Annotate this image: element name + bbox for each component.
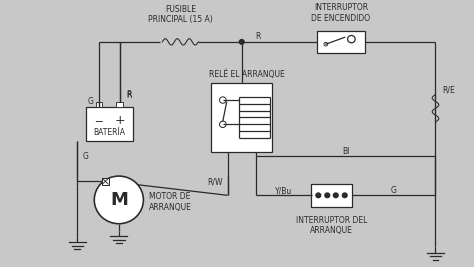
Text: R: R — [126, 91, 131, 100]
Text: M: M — [110, 191, 128, 209]
Circle shape — [94, 176, 144, 224]
Text: Y/Bu: Y/Bu — [275, 186, 292, 195]
Text: G: G — [88, 97, 93, 106]
Text: Bl: Bl — [342, 147, 349, 156]
Circle shape — [333, 193, 338, 198]
FancyBboxPatch shape — [117, 102, 123, 107]
FancyBboxPatch shape — [318, 31, 365, 53]
Text: MOTOR DE
ARRANQUE: MOTOR DE ARRANQUE — [149, 193, 192, 212]
FancyBboxPatch shape — [311, 184, 352, 207]
Text: BATERÍA: BATERÍA — [93, 128, 126, 137]
Text: R: R — [127, 90, 132, 99]
Circle shape — [342, 193, 347, 198]
Text: INTERRUPTOR DEL
ARRANQUE: INTERRUPTOR DEL ARRANQUE — [296, 216, 367, 235]
Circle shape — [239, 40, 244, 44]
Text: R/E: R/E — [443, 85, 456, 95]
FancyBboxPatch shape — [86, 107, 133, 142]
Text: FUSIBLE
PRINCIPAL (15 A): FUSIBLE PRINCIPAL (15 A) — [148, 5, 213, 25]
Text: G: G — [391, 186, 396, 195]
FancyBboxPatch shape — [102, 178, 109, 184]
Text: R: R — [255, 32, 261, 41]
Text: INTERRUPTOR
DE ENCENDIDO: INTERRUPTOR DE ENCENDIDO — [311, 3, 371, 23]
FancyBboxPatch shape — [211, 83, 273, 152]
Text: G: G — [83, 152, 89, 161]
Text: R/W: R/W — [207, 178, 223, 187]
Text: +: + — [115, 114, 125, 127]
Circle shape — [316, 193, 320, 198]
Text: ─: ─ — [96, 116, 102, 126]
Text: RELÉ EL ARRANQUE: RELÉ EL ARRANQUE — [209, 69, 284, 78]
Circle shape — [325, 193, 329, 198]
FancyBboxPatch shape — [96, 102, 102, 107]
